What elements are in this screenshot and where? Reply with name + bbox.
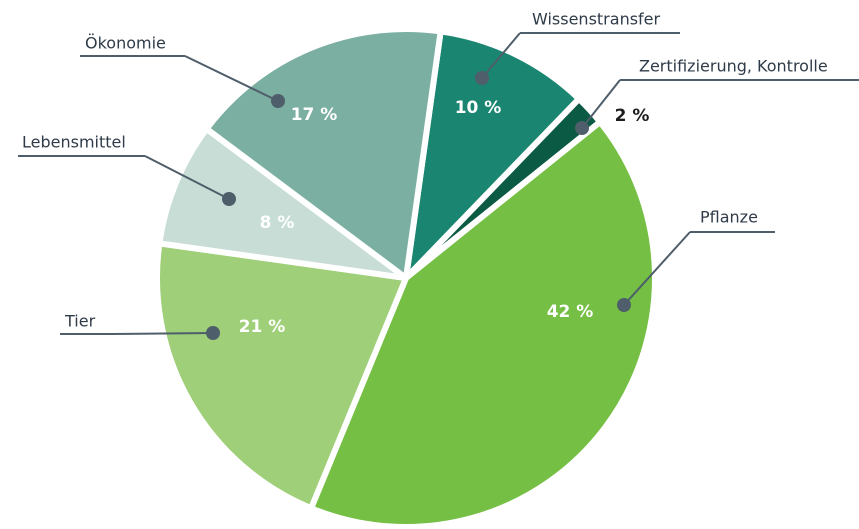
pie-slice (308, 118, 658, 529)
leader-dot (206, 326, 220, 340)
value-label: 42 % (547, 302, 594, 322)
leader-line (481, 32, 521, 79)
category-label: Pflanze (700, 208, 758, 227)
pie-slice (156, 125, 409, 281)
leader-line (184, 55, 279, 102)
pie-slice (403, 28, 582, 281)
category-label: Lebensmittel (22, 133, 126, 152)
category-label: Ökonomie (85, 34, 166, 53)
value-label: 8 % (260, 213, 295, 233)
leader-line (111, 332, 214, 335)
leader-dot (617, 298, 631, 312)
leader-line (144, 155, 230, 200)
pie-slice (154, 240, 409, 512)
leader-line (581, 79, 621, 129)
category-label: Tier (64, 312, 96, 331)
category-label: Wissenstransfer (532, 10, 661, 29)
leader-line (623, 231, 691, 306)
value-label: 17 % (291, 105, 338, 125)
value-label: 21 % (239, 317, 286, 337)
leader-dot (475, 71, 489, 85)
leader-dot (271, 94, 285, 108)
pie-slice (203, 26, 444, 281)
leader-dot (222, 192, 236, 206)
value-label: 2 % (615, 106, 650, 126)
category-label: Zertifizierung, Kontrolle (639, 57, 828, 76)
leader-dot (575, 121, 589, 135)
value-label: 10 % (455, 98, 502, 118)
